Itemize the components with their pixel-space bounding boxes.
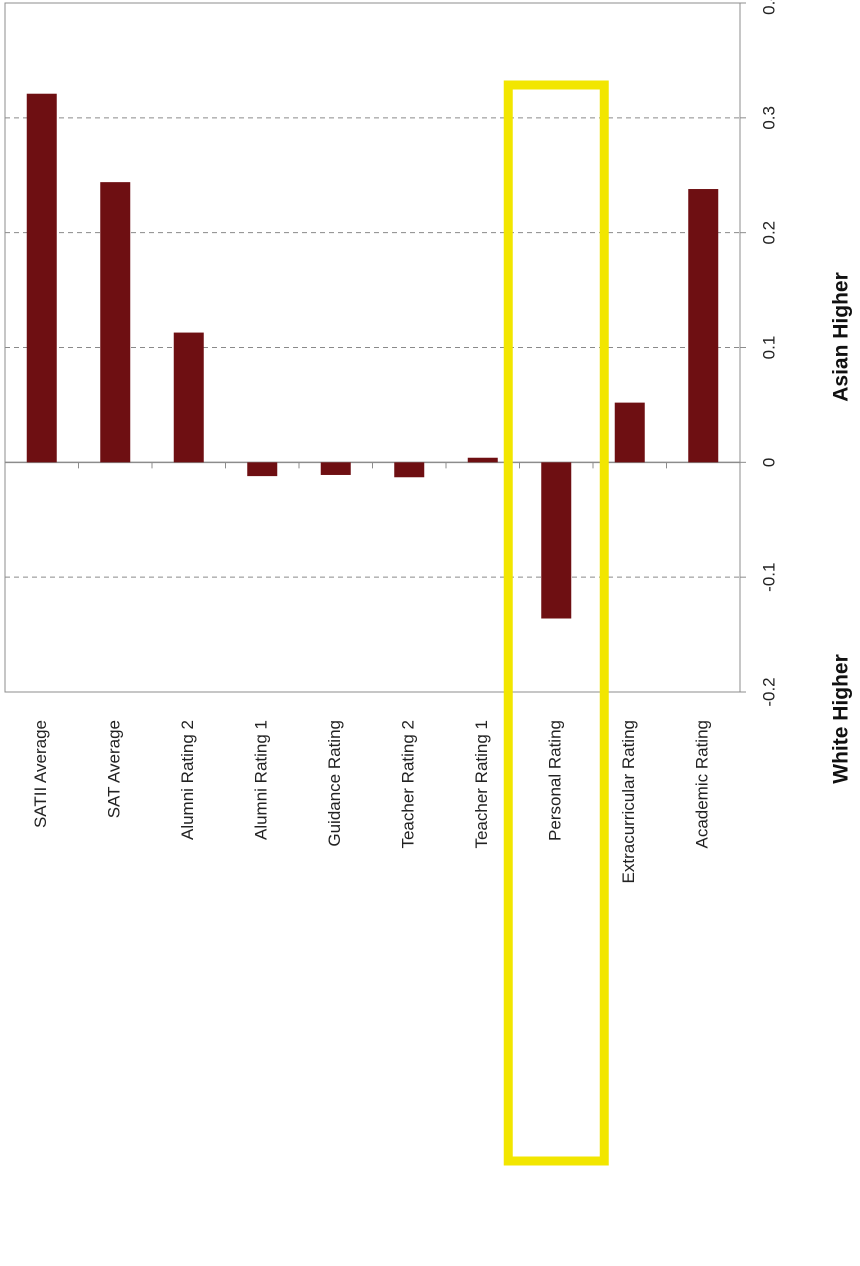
category-label: Guidance Rating — [325, 720, 344, 847]
bar-marks — [26, 93, 719, 619]
value-tick-label: 0.4 — [759, 0, 778, 15]
bar — [100, 182, 131, 463]
category-label: Alumni Rating 1 — [252, 720, 271, 840]
bar — [467, 457, 498, 463]
bar — [394, 462, 425, 478]
bar — [320, 462, 351, 475]
category-label: SATII Average — [31, 720, 50, 828]
category-label: SAT Average — [105, 720, 124, 818]
value-tick-label: -0.1 — [759, 563, 778, 592]
bar — [247, 462, 278, 477]
category-label: Personal Rating — [546, 720, 565, 841]
category-label: Extracurricular Rating — [619, 720, 638, 883]
plot-area — [4, 2, 746, 693]
labels-layer: -0.2 -0.1 0 0.1 0.2 0.3 0.4 SATII Average SAT Av… — [31, 0, 852, 883]
category-label: Teacher Rating 2 — [399, 720, 418, 849]
annotation-white-higher: White Higher — [830, 654, 853, 784]
bar — [541, 462, 572, 619]
value-tick-label: 0.1 — [759, 336, 778, 360]
bar — [26, 93, 57, 463]
value-tick-label: 0 — [759, 458, 778, 467]
value-tick-label: -0.2 — [759, 677, 778, 706]
category-label: Teacher Rating 1 — [472, 720, 491, 849]
bar — [173, 332, 204, 463]
bar — [614, 402, 645, 463]
value-tick-label: 0.3 — [759, 106, 778, 130]
value-tick-label: 0.2 — [759, 221, 778, 245]
highlight-layer — [503, 80, 609, 1166]
category-label: Academic Rating — [693, 720, 712, 849]
bar — [688, 189, 719, 463]
category-label: Alumni Rating 2 — [178, 720, 197, 840]
annotation-asian-higher: Asian Higher — [830, 272, 853, 402]
highlight-box — [503, 80, 609, 1166]
